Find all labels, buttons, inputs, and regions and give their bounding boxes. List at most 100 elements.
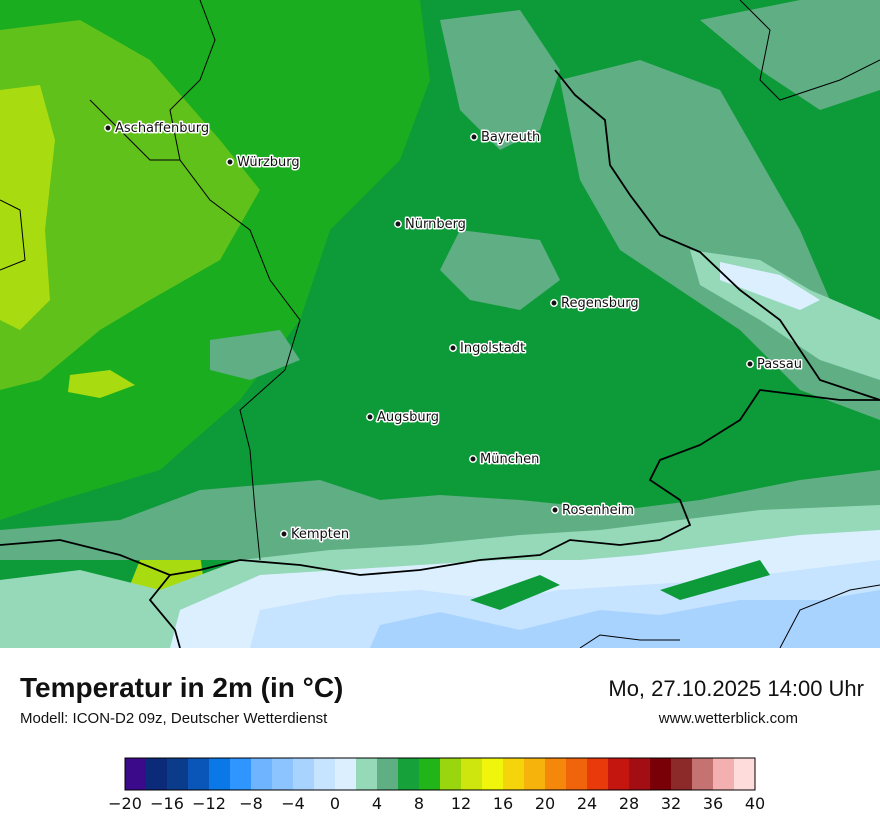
border-west [0, 199, 26, 271]
legend-color-box [692, 758, 714, 790]
legend-color-box [440, 758, 462, 790]
legend-color-box [314, 758, 336, 790]
legend-color-box [545, 758, 567, 790]
forecast-datetime: Mo, 27.10.2025 14:00 Uhr [608, 676, 864, 701]
city-nuernberg: Nürnberg [394, 216, 467, 234]
legend-tick-label: 36 [703, 794, 723, 813]
legend-color-box [713, 758, 735, 790]
legend-color-box [398, 758, 420, 790]
legend-tick-label: 4 [372, 794, 382, 813]
legend-color-box [650, 758, 672, 790]
cold-spot-bavarian-forest [720, 262, 820, 310]
border-hesse-bavaria [89, 99, 180, 161]
legend-color-box [188, 758, 210, 790]
city-marker-icon [746, 360, 754, 368]
city-label: Rosenheim [562, 503, 634, 518]
city-marker-icon [104, 124, 112, 132]
legend-tick-label: 8 [414, 794, 424, 813]
legend-tick-label: 16 [493, 794, 513, 813]
legend-tick-label: 28 [619, 794, 639, 813]
legend-tick-label: 40 [745, 794, 765, 813]
cool-patch-north [440, 10, 560, 150]
city-marker-icon [550, 299, 558, 307]
city-marker-icon [470, 133, 478, 141]
alpine-valley [470, 575, 560, 610]
city-wuerzburg: Würzburg [226, 154, 301, 172]
border-switzerland [0, 539, 181, 648]
legend-color-box [293, 758, 315, 790]
legend-color-box [608, 758, 630, 790]
warmest-region-west [0, 85, 55, 330]
city-markers: Aschaffenburg Würzburg Bayreuth Nürnberg Reg… [104, 120, 803, 544]
city-augsburg: Augsburg [366, 409, 441, 427]
border-germany-austria [169, 389, 880, 576]
border-bavaria-state [169, 0, 301, 561]
legend-color-box [167, 758, 189, 790]
footer: Temperatur in 2m (in °C) Modell: ICON-D2… [0, 648, 880, 830]
legend-color-box [209, 758, 231, 790]
legend-frame [124, 757, 756, 791]
city-ingolstadt: Ingolstadt [449, 340, 527, 358]
legend-color-box [566, 758, 588, 790]
legend-color-box [377, 758, 399, 790]
alpine-valley [660, 560, 770, 600]
legend-color-box [629, 758, 651, 790]
city-label: Bayreuth [481, 130, 540, 145]
model-subtitle: Modell: ICON-D2 09z, Deutscher Wetterdie… [20, 710, 328, 727]
city-label: Aschaffenburg [115, 121, 209, 136]
legend-color-box [587, 758, 609, 790]
website-link[interactable]: www.wetterblick.com [658, 710, 798, 727]
city-passau: Passau [746, 356, 803, 374]
legend-color-box [419, 758, 441, 790]
color-legend: −20 −16 −12 −8 −4 0 4 8 12 16 20 24 28 32 36 40 [108, 757, 765, 813]
legend-color-box [251, 758, 273, 790]
city-label: Kempten [291, 527, 349, 542]
map-title: Temperatur in 2m (in °C) [20, 672, 344, 703]
legend-color-box [734, 758, 756, 790]
city-regensburg: Regensburg [550, 295, 640, 313]
legend-tick-label: 32 [661, 794, 681, 813]
warmest-spot-west [68, 370, 135, 398]
city-label: Regensburg [561, 296, 639, 311]
border-northeast [739, 0, 880, 101]
city-label: Augsburg [377, 410, 439, 425]
cool-patch-center [440, 230, 560, 310]
cool-patch-northeast [700, 0, 880, 110]
warmer-region-west [0, 20, 260, 390]
border-austria-inner [579, 584, 880, 648]
city-marker-icon [226, 158, 234, 166]
city-bayreuth: Bayreuth [470, 129, 542, 147]
map-svg: Aschaffenburg Würzburg Bayreuth Nürnberg Reg… [0, 0, 880, 648]
city-label: Ingolstadt [460, 341, 525, 356]
city-muenchen: München [469, 451, 541, 469]
legend-color-box [671, 758, 693, 790]
legend-tick-label: 12 [451, 794, 471, 813]
legend-color-box [272, 758, 294, 790]
legend-color-box [356, 758, 378, 790]
city-marker-icon [280, 530, 288, 538]
temperature-map[interactable]: Aschaffenburg Würzburg Bayreuth Nürnberg Reg… [0, 0, 880, 648]
legend-color-box [230, 758, 252, 790]
legend-tick-label: −20 [108, 794, 142, 813]
city-aschaffenburg: Aschaffenburg [104, 120, 211, 138]
legend-tick-label: −4 [281, 794, 305, 813]
city-kempten: Kempten [280, 526, 351, 544]
city-label: Würzburg [237, 155, 300, 170]
legend-tick-label: 24 [577, 794, 597, 813]
legend-tick-label: 0 [330, 794, 340, 813]
city-marker-icon [551, 506, 559, 514]
city-marker-icon [394, 220, 402, 228]
legend-color-box [503, 758, 525, 790]
city-marker-icon [449, 344, 457, 352]
legend-color-box [146, 758, 168, 790]
legend-tick-label: −8 [239, 794, 263, 813]
city-label: Nürnberg [405, 217, 466, 232]
legend-tick-label: −16 [150, 794, 184, 813]
city-rosenheim: Rosenheim [551, 502, 635, 520]
legend-color-box [524, 758, 546, 790]
legend-color-box [482, 758, 504, 790]
legend-tick-label: −12 [192, 794, 226, 813]
alpine-coldest-zone [370, 590, 880, 648]
city-label: München [480, 452, 539, 467]
city-marker-icon [469, 455, 477, 463]
